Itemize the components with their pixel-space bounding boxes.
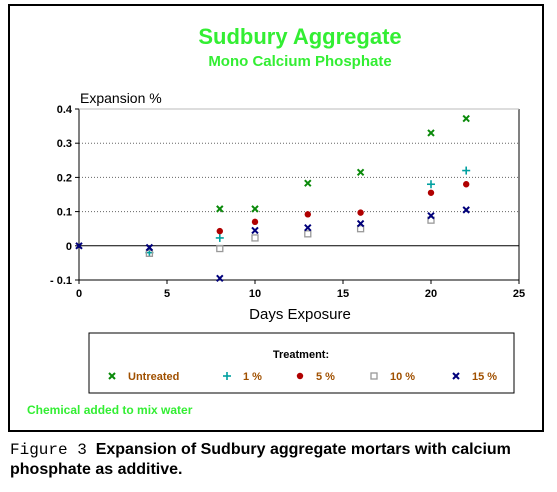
data-point-untreated (427, 129, 435, 137)
marker-stroke (452, 372, 460, 380)
figure-caption: Figure 3 Expansion of Sudbury aggregate … (10, 440, 550, 480)
data-point-15 (251, 226, 259, 235)
data-point-untreated (462, 114, 470, 123)
marker-shape (427, 216, 435, 224)
data-point-5 (216, 227, 223, 235)
data-point-10 (251, 234, 259, 242)
x-tick-label: 0 (76, 288, 82, 300)
data-point-5 (427, 189, 435, 196)
data-point-15 (427, 211, 435, 220)
marker-stroke (216, 205, 224, 213)
marker-shape (145, 249, 154, 257)
marker-stroke (304, 223, 312, 232)
x-tick-label: 10 (249, 288, 261, 300)
data-point-5 (463, 181, 470, 188)
legend-marker-untreated (108, 372, 116, 380)
data-point-15 (145, 243, 154, 252)
data-point-1 (462, 166, 471, 175)
legend-label-5: 5 % (316, 371, 335, 383)
x-tick-label: 5 (164, 288, 170, 300)
legend-label-15: 15 % (472, 371, 497, 383)
data-point-10 (356, 225, 365, 233)
data-point-untreated (216, 205, 224, 213)
data-point-untreated (356, 168, 365, 176)
marker-shape (356, 225, 365, 233)
marker-stroke (356, 168, 365, 176)
marker-stroke (251, 205, 259, 213)
marker-shape (251, 234, 259, 242)
data-point-15 (216, 274, 224, 282)
y-tick-label: 0.1 (57, 207, 72, 219)
marker-shape (370, 372, 378, 380)
chart-subtitle: Mono Calcium Phosphate (208, 53, 391, 70)
marker-stroke (356, 219, 365, 228)
chart-note: Chemical added to mix water (27, 403, 193, 417)
data-point-5 (251, 218, 259, 226)
legend-box (88, 332, 515, 394)
y-tick-label: 0.3 (57, 138, 72, 150)
legend-label-10: 10 % (390, 371, 415, 383)
legend-marker-5 (296, 372, 304, 380)
y-tick-label: 0.4 (57, 104, 73, 116)
data-point-15 (304, 223, 312, 232)
marker-stroke (216, 274, 224, 282)
y-tick-label: 0 (66, 241, 72, 253)
x-tick-label: 15 (337, 288, 349, 300)
marker-stroke (427, 129, 435, 137)
legend-marker-15 (452, 372, 460, 380)
x-tick-label: 20 (425, 288, 437, 300)
caption-text: Expansion of Sudbury aggregate mortars w… (10, 441, 511, 478)
marker-shape (357, 209, 364, 216)
legend-title: Treatment: (273, 349, 329, 361)
marker-shape (427, 189, 435, 196)
data-point-10 (216, 244, 224, 253)
data-point-1 (427, 180, 435, 189)
data-point-untreated (251, 205, 259, 213)
y-tick-label: - 0.1 (50, 275, 72, 287)
marker-shape (463, 181, 470, 188)
marker-stroke (462, 206, 470, 214)
legend-label-1: 1 % (243, 371, 262, 383)
data-point-10 (304, 230, 312, 238)
data-point-15 (356, 219, 365, 228)
data-point-1 (215, 233, 224, 242)
data-point-10 (427, 216, 435, 224)
marker-stroke (108, 372, 116, 380)
marker-stroke (145, 243, 154, 252)
data-point-5 (304, 211, 311, 218)
marker-stroke (251, 226, 259, 235)
x-tick-label: 25 (513, 288, 525, 300)
marker-stroke (304, 179, 312, 187)
marker-shape (216, 244, 224, 253)
marker-shape (304, 230, 312, 238)
data-point-5 (357, 209, 364, 216)
marker-stroke (462, 114, 470, 123)
marker-shape (251, 218, 259, 226)
marker-shape (296, 372, 304, 380)
data-point-15 (75, 242, 83, 250)
data-point-10 (145, 249, 154, 257)
marker-stroke (75, 242, 83, 250)
y-axis-label: Expansion % (80, 90, 162, 106)
figure-frame (8, 4, 544, 432)
caption-label: Figure 3 (10, 441, 87, 459)
y-tick-label: 0.2 (57, 172, 72, 184)
marker-shape (216, 227, 223, 235)
chart-title: Sudbury Aggregate (198, 24, 401, 49)
data-point-15 (462, 206, 470, 214)
legend-marker-10 (370, 372, 378, 380)
legend-label-untreated: Untreated (128, 371, 179, 383)
marker-shape (304, 211, 311, 218)
x-axis-label: Days Exposure (249, 306, 351, 323)
marker-stroke (427, 211, 435, 220)
data-point-untreated (304, 179, 312, 187)
legend-marker-1 (223, 372, 231, 380)
